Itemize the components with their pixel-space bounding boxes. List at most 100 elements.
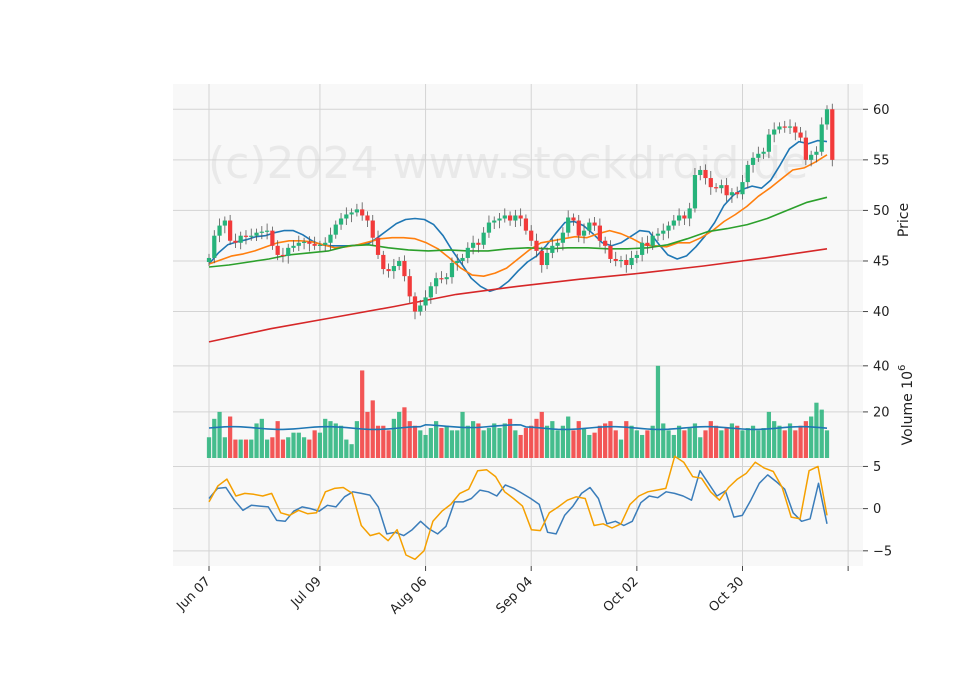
candle-body	[465, 247, 470, 258]
candle-body	[766, 134, 772, 152]
volume-bar	[819, 409, 824, 458]
oscillator-osc-a-line	[208, 469, 828, 537]
volume-bar	[286, 437, 291, 458]
osc-y-tick-label: 5	[873, 460, 881, 475]
volume-y-tick-label: 40	[873, 359, 890, 374]
volume-bar	[555, 430, 560, 458]
candle-body	[566, 217, 571, 233]
x-tick-label: Aug 06	[387, 574, 430, 617]
candle-body	[428, 286, 433, 298]
candle-body	[365, 215, 370, 221]
x-tick-label: Jul 09	[288, 574, 325, 611]
candle-body	[603, 240, 608, 246]
candle-body	[312, 243, 317, 246]
candle-body	[824, 109, 830, 125]
volume-bar	[328, 421, 333, 458]
price-ma-slow-line	[208, 196, 828, 268]
volume-bar	[682, 430, 687, 458]
candle-body	[729, 192, 735, 196]
candle-body	[645, 242, 650, 246]
price-y-tick-label: 60	[873, 103, 890, 118]
volume-bar	[280, 439, 286, 458]
volume-bar	[676, 425, 682, 458]
candle-body	[661, 230, 666, 234]
candle-body	[412, 296, 418, 312]
volume-average-line	[208, 423, 828, 431]
volume-bar	[571, 430, 576, 458]
candle-body	[629, 257, 634, 266]
candle-body	[275, 245, 280, 255]
candle-body	[344, 214, 349, 219]
volume-bar	[513, 430, 518, 458]
candle-body	[761, 151, 766, 154]
volume-y-tick-label: 20	[873, 405, 890, 420]
candle-body	[391, 266, 396, 272]
volume-bar	[402, 407, 407, 458]
volume-bar	[560, 425, 566, 458]
candle-body	[708, 178, 713, 188]
volume-bar	[613, 430, 618, 458]
candle-body	[333, 224, 338, 235]
price-y-tick-label: 40	[873, 305, 890, 320]
volume-bar	[766, 411, 772, 458]
candle-body	[814, 151, 819, 155]
volume-bar	[264, 439, 270, 458]
candle-body	[782, 126, 787, 128]
x-tick-label: Oct 30	[706, 574, 747, 615]
volume-bar	[249, 439, 254, 458]
volume-bar	[724, 428, 729, 458]
volume-bar	[544, 425, 550, 458]
candle-body	[307, 241, 312, 244]
candle-body	[481, 232, 486, 245]
volume-bar	[307, 439, 312, 458]
candle-body	[222, 220, 227, 226]
candle-body	[439, 278, 444, 280]
candle-body	[703, 169, 708, 179]
volume-bar	[323, 418, 328, 458]
volume-bar	[233, 439, 238, 458]
candle-body	[756, 153, 761, 158]
volume-bar	[566, 416, 571, 458]
volume-bar	[597, 425, 602, 458]
volume-bar	[222, 437, 227, 458]
candle-body	[259, 231, 264, 233]
candle-body	[301, 241, 307, 243]
volume-bar	[603, 423, 608, 458]
volume-bar	[206, 437, 212, 458]
volume-bar	[238, 439, 243, 458]
volume-bar	[259, 418, 264, 458]
candle-body	[492, 220, 497, 223]
candle-body	[655, 233, 661, 236]
volume-bar	[365, 411, 370, 458]
volume-bar	[735, 425, 740, 458]
candle-body	[529, 230, 534, 241]
watermark-text: (c)2024 www.stockdroid.de	[208, 138, 808, 189]
candle-body	[360, 209, 365, 216]
price-y-tick-label: 45	[873, 254, 890, 269]
candle-body	[238, 235, 243, 243]
volume-bar	[254, 423, 259, 458]
volume-bar	[523, 428, 529, 458]
volume-bar	[608, 421, 613, 458]
volume-bar	[650, 425, 655, 458]
candle-body	[444, 277, 449, 280]
volume-axis-title-exponent: 6	[897, 365, 908, 371]
volume-bar	[317, 432, 323, 458]
candle-body	[381, 254, 386, 270]
volume-bar	[671, 434, 676, 458]
volume-axis-title: Volume 106	[897, 365, 916, 446]
candle-body	[254, 232, 259, 236]
candle-body	[397, 260, 402, 267]
volume-bar	[719, 430, 724, 458]
price-axis-title: Price	[896, 203, 912, 237]
volume-bar	[217, 411, 222, 458]
candle-body	[507, 215, 513, 221]
candle-body	[349, 212, 354, 215]
candle-body	[233, 240, 238, 243]
candle-body	[550, 245, 555, 253]
candle-body	[407, 276, 412, 297]
volume-bar	[486, 428, 492, 458]
volume-bar	[397, 411, 402, 458]
candle-body	[592, 222, 597, 226]
